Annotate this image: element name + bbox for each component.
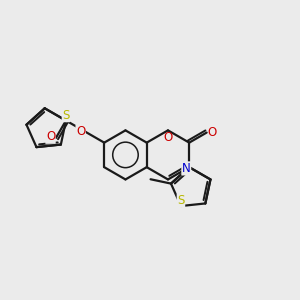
Text: O: O — [46, 130, 55, 143]
Text: O: O — [163, 131, 172, 144]
Text: N: N — [182, 162, 190, 175]
Text: S: S — [177, 194, 184, 207]
Text: O: O — [76, 125, 85, 138]
Text: S: S — [62, 109, 70, 122]
Text: O: O — [207, 126, 217, 139]
